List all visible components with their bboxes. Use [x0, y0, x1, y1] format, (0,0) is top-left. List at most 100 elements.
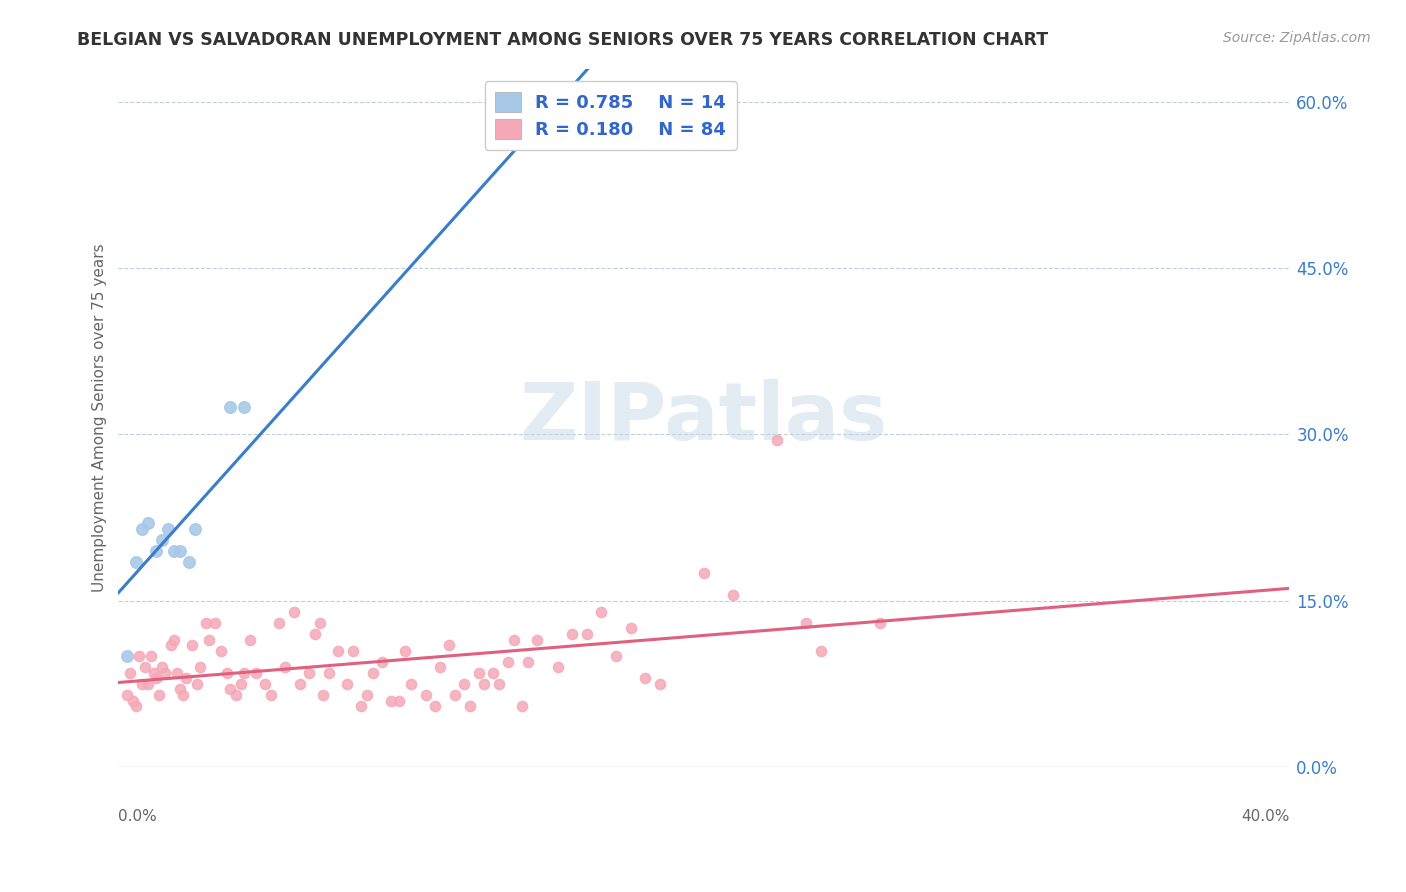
Point — [288, 677, 311, 691]
Point — [195, 615, 218, 630]
Point — [204, 615, 226, 630]
Point — [342, 643, 364, 657]
Point — [526, 632, 548, 647]
Point — [180, 638, 202, 652]
Y-axis label: Unemployment Among Seniors over 75 years: Unemployment Among Seniors over 75 years — [93, 244, 107, 592]
Point — [209, 643, 232, 657]
Point — [134, 660, 156, 674]
Point — [517, 655, 540, 669]
Point — [415, 688, 437, 702]
Text: 40.0%: 40.0% — [1241, 809, 1289, 824]
Point — [163, 544, 186, 558]
Point — [115, 649, 138, 664]
Point — [215, 665, 238, 680]
Point — [145, 671, 167, 685]
Point — [169, 682, 191, 697]
Point — [304, 627, 326, 641]
Point — [269, 615, 291, 630]
Point — [472, 677, 495, 691]
Point — [172, 688, 194, 702]
Point — [125, 699, 148, 714]
Point — [136, 516, 159, 530]
Point — [356, 688, 378, 702]
Point — [388, 693, 411, 707]
Point — [547, 112, 569, 126]
Point — [157, 522, 180, 536]
Point — [429, 660, 451, 674]
Point — [115, 688, 138, 702]
Text: Source: ZipAtlas.com: Source: ZipAtlas.com — [1223, 31, 1371, 45]
Point — [198, 632, 221, 647]
Point — [139, 649, 162, 664]
Point — [169, 544, 191, 558]
Point — [634, 671, 657, 685]
Point — [183, 522, 205, 536]
Point — [496, 655, 519, 669]
Point — [283, 605, 305, 619]
Point — [482, 665, 505, 680]
Point — [245, 665, 267, 680]
Point — [512, 699, 534, 714]
Point — [591, 605, 613, 619]
Text: ZIPatlas: ZIPatlas — [520, 379, 889, 457]
Point — [150, 533, 173, 547]
Point — [190, 660, 212, 674]
Point — [125, 555, 148, 569]
Point — [439, 638, 461, 652]
Point — [423, 699, 446, 714]
Point — [148, 688, 170, 702]
Point — [233, 665, 256, 680]
Point — [766, 433, 789, 447]
Point — [620, 622, 643, 636]
Point — [225, 688, 247, 702]
Point — [502, 632, 524, 647]
Point — [336, 677, 359, 691]
Point — [575, 627, 598, 641]
Point — [218, 682, 240, 697]
Point — [869, 615, 891, 630]
Point — [163, 632, 186, 647]
Point — [605, 649, 627, 664]
Point — [810, 643, 832, 657]
Point — [298, 665, 321, 680]
Point — [239, 632, 262, 647]
Point — [394, 643, 416, 657]
Point — [166, 665, 188, 680]
Point — [253, 677, 276, 691]
Point — [399, 677, 422, 691]
Point — [233, 400, 256, 414]
Point — [561, 627, 583, 641]
Point — [142, 665, 165, 680]
Point — [453, 677, 475, 691]
Point — [693, 566, 716, 580]
Point — [122, 693, 145, 707]
Point — [458, 699, 481, 714]
Point — [174, 671, 197, 685]
Point — [218, 400, 240, 414]
Point — [350, 699, 373, 714]
Point — [467, 665, 489, 680]
Point — [274, 660, 297, 674]
Text: BELGIAN VS SALVADORAN UNEMPLOYMENT AMONG SENIORS OVER 75 YEARS CORRELATION CHART: BELGIAN VS SALVADORAN UNEMPLOYMENT AMONG… — [77, 31, 1049, 49]
Text: 0.0%: 0.0% — [118, 809, 157, 824]
Point — [380, 693, 402, 707]
Point — [186, 677, 208, 691]
Point — [547, 660, 569, 674]
Point — [361, 665, 384, 680]
Point — [131, 677, 153, 691]
Point — [150, 660, 173, 674]
Point — [648, 677, 671, 691]
Point — [371, 655, 394, 669]
Point — [326, 643, 349, 657]
Point — [145, 544, 167, 558]
Point — [128, 649, 150, 664]
Point — [131, 522, 153, 536]
Point — [136, 677, 159, 691]
Point — [155, 665, 177, 680]
Legend: R = 0.785    N = 14, R = 0.180    N = 84: R = 0.785 N = 14, R = 0.180 N = 84 — [485, 81, 737, 150]
Point — [796, 615, 818, 630]
Point — [260, 688, 283, 702]
Point — [231, 677, 253, 691]
Point — [177, 555, 200, 569]
Point — [721, 588, 744, 602]
